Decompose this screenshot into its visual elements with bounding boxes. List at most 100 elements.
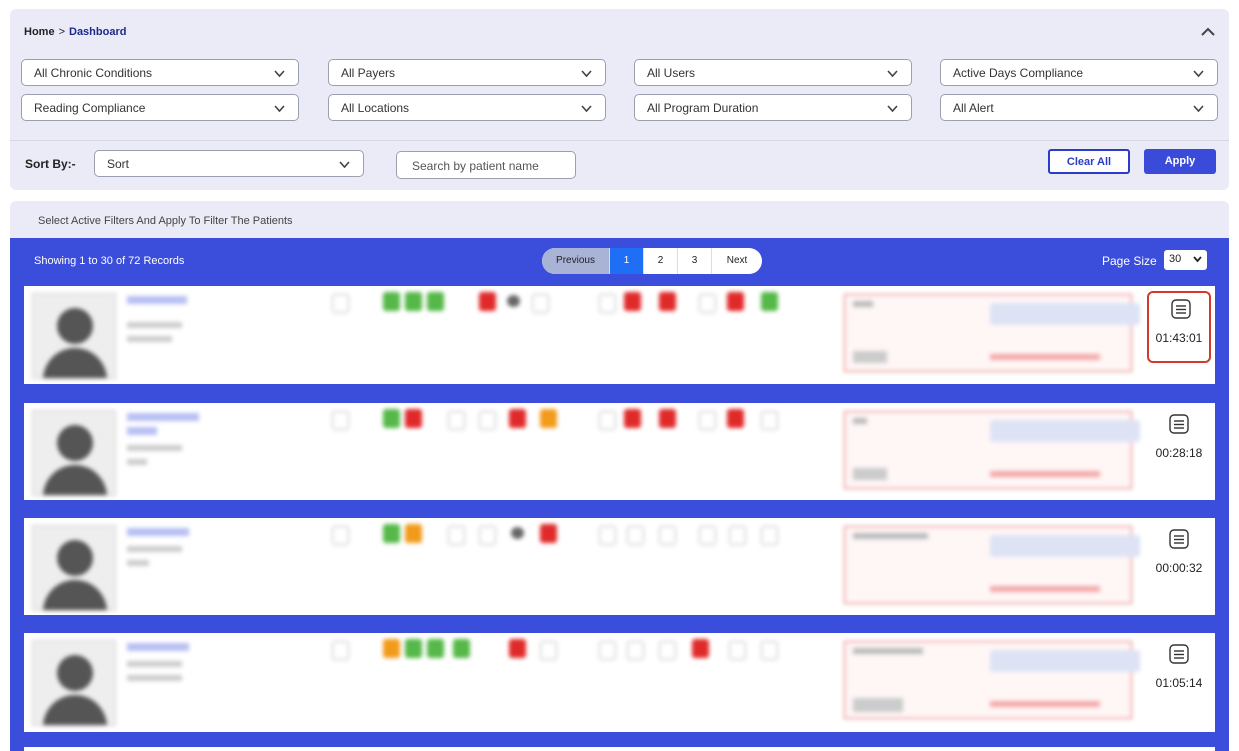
reading-compliance-select[interactable]: Reading Compliance — [21, 94, 299, 121]
avatar — [32, 293, 116, 379]
alert-select[interactable]: All Alert — [940, 94, 1218, 121]
patient-card[interactable]: 01:05:14 — [24, 633, 1215, 732]
timer-value: 01:43:01 — [1155, 331, 1203, 345]
status-icon — [761, 292, 778, 311]
status-icon — [405, 524, 422, 543]
active-days-compliance-select[interactable]: Active Days Compliance — [940, 59, 1218, 86]
status-icon — [540, 641, 557, 660]
status-icon — [427, 292, 444, 311]
select-value: All Program Duration — [647, 101, 759, 115]
note-date — [853, 468, 887, 480]
note-title — [853, 301, 873, 307]
notes-list-icon[interactable] — [1169, 529, 1189, 549]
status-icon — [448, 526, 465, 545]
sort-select[interactable]: Sort — [94, 150, 364, 177]
select-value: Sort — [107, 157, 130, 171]
note-title — [853, 648, 923, 654]
status-icon — [540, 524, 557, 543]
timer-value: 00:00:32 — [1155, 561, 1203, 575]
patient-details-blurred — [24, 633, 1140, 732]
status-icon — [405, 292, 422, 311]
status-icon — [624, 409, 641, 428]
status-icon — [507, 295, 520, 307]
payers-select[interactable]: All Payers — [328, 59, 606, 86]
patient-meta — [127, 322, 182, 328]
notes-list-icon[interactable] — [1169, 644, 1189, 664]
status-icon — [383, 639, 400, 658]
patient-card[interactable]: 00:00:32 — [24, 518, 1215, 615]
page-size-label: Page Size — [1102, 254, 1157, 268]
chronic-conditions-select[interactable]: All Chronic Conditions — [21, 59, 299, 86]
patient-card[interactable]: 01:43:01 — [24, 286, 1215, 384]
timer-box: 01:43:01 — [1147, 291, 1211, 363]
status-icon — [599, 641, 616, 660]
status-icon — [532, 294, 549, 313]
status-icon — [659, 526, 676, 545]
status-icon — [479, 526, 496, 545]
last-reading — [990, 354, 1100, 360]
sort-label: Sort By:- — [25, 157, 76, 171]
pagination-next[interactable]: Next — [726, 255, 748, 266]
select-value: Active Days Compliance — [953, 66, 1084, 80]
last-reading — [990, 586, 1100, 592]
chevron-down-icon — [887, 105, 898, 113]
locations-select[interactable]: All Locations — [328, 94, 606, 121]
select-value: All Alert — [953, 101, 994, 115]
pagination-previous[interactable]: Previous — [542, 248, 610, 274]
clear-all-button[interactable]: Clear All — [1048, 149, 1130, 174]
patient-meta — [127, 445, 182, 451]
status-icon — [511, 527, 524, 539]
patient-name[interactable] — [127, 528, 189, 536]
status-pill — [990, 420, 1140, 442]
pagination-page-3[interactable]: 3 — [678, 248, 712, 274]
users-select[interactable]: All Users — [634, 59, 912, 86]
status-icon — [727, 292, 744, 311]
chevron-down-icon — [1193, 70, 1204, 78]
filter-divider — [10, 140, 1229, 141]
status-icon — [453, 639, 470, 658]
breadcrumb-home[interactable]: Home — [24, 26, 55, 38]
timer-box: 01:05:14 — [1147, 638, 1211, 710]
records-count: Showing 1 to 30 of 72 Records — [34, 255, 185, 267]
select-value: Reading Compliance — [34, 101, 146, 115]
chevron-down-icon — [581, 105, 592, 113]
program-duration-select[interactable]: All Program Duration — [634, 94, 912, 121]
status-icon — [761, 641, 778, 660]
next-patient-card-edge — [24, 747, 1215, 751]
timer-box: 00:28:18 — [1147, 408, 1211, 480]
patient-name[interactable] — [127, 296, 187, 304]
patient-details-blurred — [24, 286, 1140, 384]
status-icon — [540, 409, 557, 428]
patient-meta — [127, 336, 172, 342]
status-icon — [699, 294, 716, 313]
patient-search-input[interactable]: Search by patient name — [396, 151, 576, 179]
status-icon — [405, 639, 422, 658]
patient-card[interactable]: 00:28:18 — [24, 403, 1215, 500]
status-icon — [448, 411, 465, 430]
notes-list-icon[interactable] — [1171, 299, 1191, 319]
chevron-up-icon[interactable] — [1199, 23, 1217, 41]
status-icon — [479, 411, 496, 430]
pagination-page-1[interactable]: 1 — [610, 248, 644, 274]
notes-list-icon[interactable] — [1169, 414, 1189, 434]
patient-name[interactable] — [127, 643, 189, 651]
status-icon — [383, 292, 400, 311]
note-title — [853, 418, 867, 424]
page-size-select[interactable]: 30 — [1164, 250, 1207, 270]
patient-name[interactable] — [127, 427, 157, 435]
breadcrumb-current: Dashboard — [69, 26, 127, 38]
search-placeholder: Search by patient name — [412, 159, 539, 173]
status-icon — [332, 526, 349, 545]
status-icon — [692, 639, 709, 658]
patient-meta — [127, 675, 182, 681]
patient-meta — [127, 459, 147, 465]
status-pill — [990, 650, 1140, 672]
status-icon — [509, 409, 526, 428]
timer-box: 00:00:32 — [1147, 523, 1211, 595]
pagination-page-2[interactable]: 2 — [644, 248, 678, 274]
apply-button[interactable]: Apply — [1144, 149, 1216, 174]
patient-name[interactable] — [127, 413, 199, 421]
page-size-value: 30 — [1169, 253, 1182, 265]
breadcrumb-separator: > — [58, 26, 65, 38]
